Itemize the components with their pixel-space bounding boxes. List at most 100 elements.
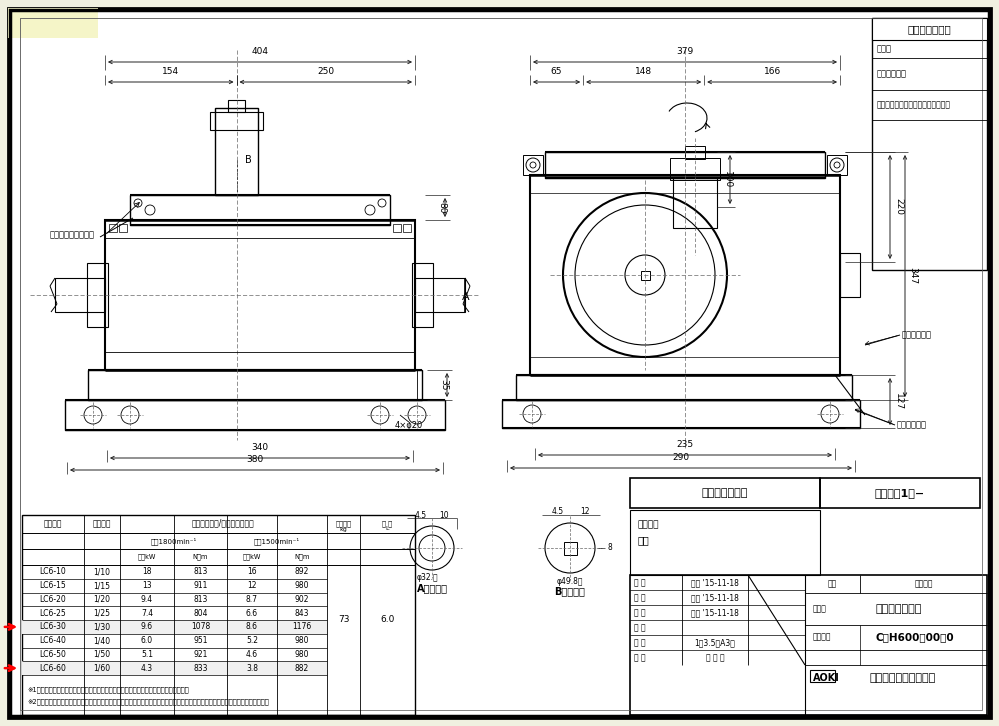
Bar [88,370,422,400]
Text: LC6-20: LC6-20 [40,595,66,604]
Text: 1/50: 1/50 [94,650,111,659]
Bar [22,620,327,634]
Text: 980: 980 [295,636,310,645]
Bar [55,278,105,312]
Text: 1176: 1176 [293,622,312,632]
Text: ドレンプラグ: ドレンプラグ [897,420,927,430]
Text: 青木精密工業株式会社: 青木精密工業株式会社 [870,673,936,683]
Text: 7.4: 7.4 [141,608,153,618]
Text: 4.5: 4.5 [551,507,563,516]
Text: 404: 404 [252,47,269,56]
Text: 843: 843 [295,608,310,618]
Text: 入力kW: 入力kW [138,554,156,560]
Bar [109,224,117,232]
Bar [87,263,108,327]
Text: 8.7: 8.7 [246,595,258,604]
Text: 1/20: 1/20 [94,595,111,604]
Text: φ49.8＿: φ49.8＿ [556,576,583,585]
Bar [215,108,258,195]
Text: φ32.＿: φ32.＿ [417,574,438,582]
Bar [516,375,852,400]
Text: 12: 12 [247,581,257,590]
Text: 980: 980 [295,650,310,659]
Text: 油 量: 油 量 [383,521,393,527]
Text: kg: kg [340,526,348,531]
Bar [640,271,649,280]
Text: 380: 380 [247,455,264,464]
Text: 833: 833 [193,664,208,672]
Text: 御中: 御中 [828,579,837,589]
Bar [545,152,825,178]
Text: 減速比、1／−: 減速比、1／− [875,488,925,498]
Text: 154: 154 [162,67,179,76]
Text: 1078: 1078 [191,622,210,632]
Text: 5.1: 5.1 [141,650,153,659]
Text: 804: 804 [193,608,208,618]
Text: 5.2: 5.2 [246,636,258,645]
Bar [820,478,980,508]
Text: 1/25: 1/25 [94,608,111,618]
Text: 三 角 法: 三 角 法 [705,653,724,662]
Text: 921: 921 [194,650,208,659]
Bar [563,542,576,555]
Text: エア抜き（注油口）: エア抜き（注油口） [50,230,95,240]
Text: 品　名: 品 名 [813,605,827,613]
Text: LC6-40: LC6-40 [40,636,67,645]
Bar [840,253,860,297]
Bar [403,224,411,232]
Text: 882: 882 [295,664,309,672]
Text: 入力1500min⁻¹: 入力1500min⁻¹ [254,537,300,544]
Text: 813: 813 [194,595,208,604]
Text: AOKI: AOKI [813,673,840,683]
Text: 1/30: 1/30 [94,622,111,632]
Bar [65,400,445,430]
Bar [412,263,433,327]
Text: 73: 73 [338,616,350,624]
Text: ※2．図中の回転矢印は，入力軸を右回転させた場合の出力軸回転方向を示すものであり，運転方向を限定するものではありません．: ※2．図中の回転矢印は，入力軸を右回転させた場合の出力軸回転方向を示すものであり… [27,698,269,705]
Text: 許容入力動力/許容出カトルク: 許容入力動力/許容出カトルク [192,518,255,528]
Text: 148: 148 [635,67,652,76]
Text: 1/10: 1/10 [94,568,111,576]
Text: 18: 18 [142,568,152,576]
Text: N・m: N・m [295,554,310,560]
Text: 検 図: 検 図 [634,593,645,602]
Bar [228,100,245,112]
Text: 16: 16 [247,568,257,576]
Bar [670,158,720,180]
Text: 35: 35 [439,379,448,391]
Text: 379: 379 [676,47,693,56]
Text: 製 図: 製 図 [634,608,645,617]
Text: 8: 8 [607,544,612,552]
Text: 892: 892 [295,568,309,576]
Text: 6.6: 6.6 [246,608,258,618]
Text: LC6-15: LC6-15 [40,581,66,590]
Bar [130,195,390,225]
Text: 6.0: 6.0 [381,616,395,624]
Text: 1：3.5（A3）: 1：3.5（A3） [694,638,735,647]
Text: 951: 951 [193,636,208,645]
Text: LC6-30: LC6-30 [40,622,67,632]
Text: 6.0: 6.0 [141,636,153,645]
Text: LC6-10: LC6-10 [40,568,66,576]
Text: 290: 290 [672,453,689,462]
Text: 1/60: 1/60 [94,664,111,672]
Text: 製品重量: 製品重量 [336,521,352,527]
Text: 貴社図番: 貴社図番 [914,579,933,589]
Bar [393,224,401,232]
Text: 911: 911 [194,581,208,590]
Text: 13: 13 [142,581,152,590]
Text: 佐藤 '15-11-18: 佐藤 '15-11-18 [691,593,739,602]
Text: 高橋 '15-11-18: 高橋 '15-11-18 [691,578,739,587]
Text: 設 計: 設 計 [634,623,645,632]
Text: 100: 100 [723,171,732,188]
Text: 220: 220 [894,198,903,216]
Text: 4.3: 4.3 [141,664,153,672]
Text: A: A [462,292,470,302]
Text: 実減速比: 実減速比 [93,520,111,529]
Text: A　矢視図: A 矢視図 [417,583,448,593]
Text: 980: 980 [295,581,310,590]
Text: 902: 902 [295,595,310,604]
Bar [673,178,717,228]
Text: 入力1800min⁻¹: 入力1800min⁻¹ [151,537,197,544]
Text: N・m: N・m [193,554,208,560]
